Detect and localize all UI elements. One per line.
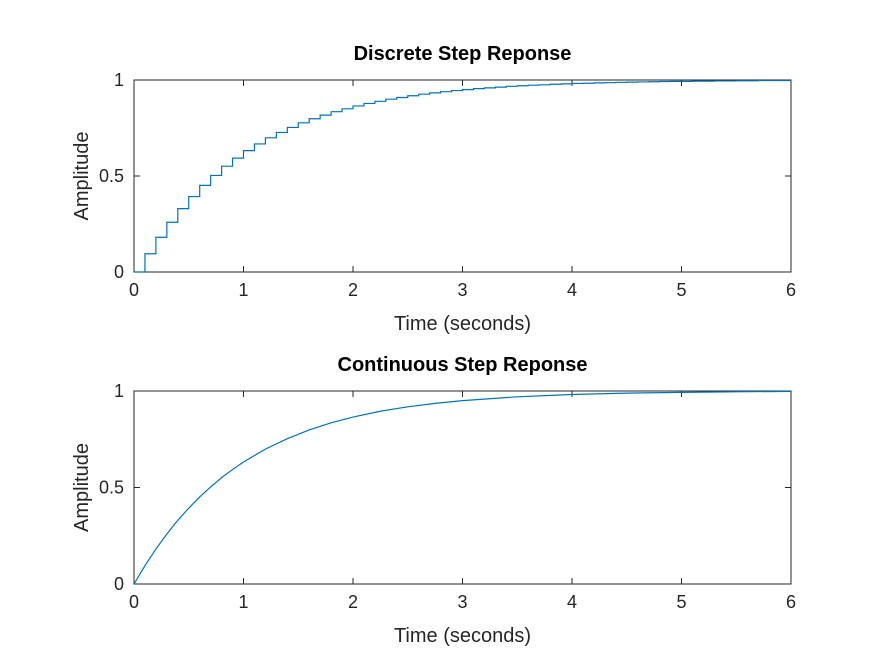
top-x-tick-label: 6 <box>786 280 796 300</box>
bottom-x-tick-label: 3 <box>457 592 467 612</box>
top-x-tick-label: 2 <box>348 280 358 300</box>
top-axes-box <box>133 79 792 273</box>
top-x-tick-label: 0 <box>129 280 139 300</box>
top-y-tick-label: 0 <box>114 262 124 282</box>
bottom-axes-box <box>133 390 792 585</box>
bottom-x-tick-label: 4 <box>567 592 577 612</box>
bottom-y-tick-label: 0.5 <box>99 478 124 498</box>
top-x-tick-label: 5 <box>676 280 686 300</box>
bottom-y-tick-label: 0 <box>114 574 124 594</box>
top-x-tick-label: 3 <box>457 280 467 300</box>
bottom-chart-title: Continuous Step Reponse <box>338 354 588 376</box>
top-y-tick-label: 1 <box>114 70 124 90</box>
bottom-x-tick-label: 0 <box>129 592 139 612</box>
top-y-axis-label: Amplitude <box>71 132 93 221</box>
top-y-tick-label: 0.5 <box>99 166 124 186</box>
top-x-tick-label: 1 <box>238 280 248 300</box>
bottom-step-response-line <box>133 390 792 585</box>
bottom-y-tick-label: 1 <box>114 381 124 401</box>
top-x-axis-label: Time (seconds) <box>394 313 531 335</box>
bottom-y-axis-label: Amplitude <box>71 443 93 532</box>
top-chart-title: Discrete Step Reponse <box>354 43 572 65</box>
bottom-x-tick-label: 1 <box>238 592 248 612</box>
bottom-x-axis-label: Time (seconds) <box>394 625 531 647</box>
top-step-response-line <box>134 79 792 273</box>
bottom-x-tick-label: 5 <box>676 592 686 612</box>
top-x-tick-label: 4 <box>567 280 577 300</box>
bottom-x-tick-label: 2 <box>348 592 358 612</box>
bottom-x-tick-label: 6 <box>786 592 796 612</box>
